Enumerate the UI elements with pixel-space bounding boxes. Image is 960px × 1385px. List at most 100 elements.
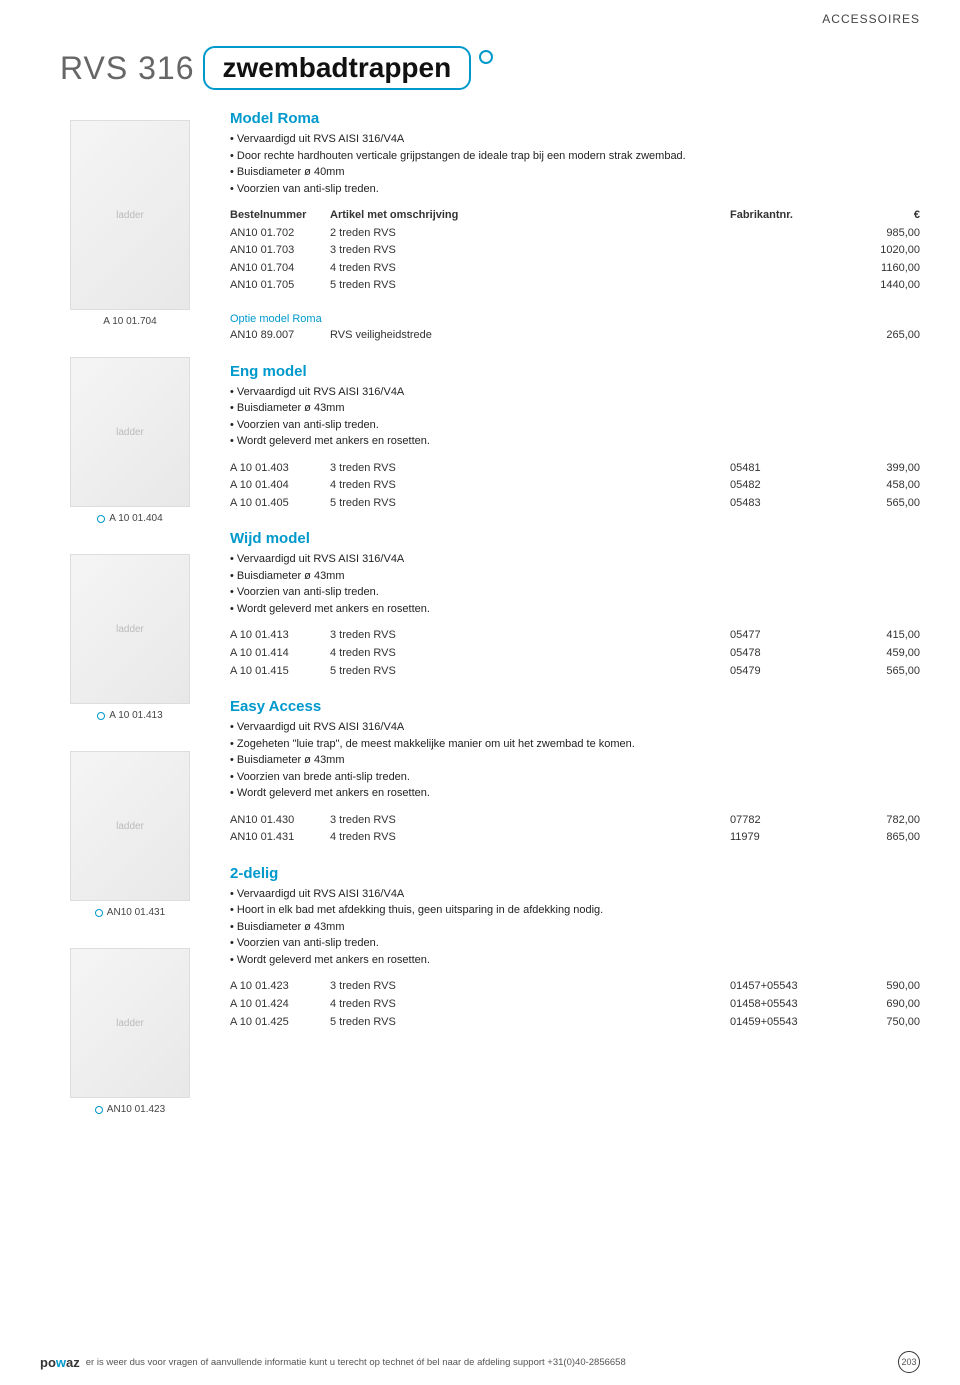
table-row: AN10 01.7044 treden RVS 1160,00 [230,260,920,278]
bullet-item: Vervaardigd uit RVS AISI 316/V4A [230,886,920,903]
table-cell: 4 treden RVS [330,260,730,278]
product-image: ladder [70,357,190,507]
product-image: ladder [70,948,190,1098]
bullet-item: Vervaardigd uit RVS AISI 316/V4A [230,551,920,568]
section-title: 2-delig [230,865,920,882]
table-cell: AN10 89.007 [230,327,330,345]
table-cell [730,277,840,295]
page-title-row: RVS 316 zwembadtrappen [0,26,960,110]
bullet-item: Buisdiameter ø 40mm [230,164,920,181]
product-image-label: AN10 01.431 [40,907,220,918]
table-cell: 985,00 [840,225,920,243]
product-table: A 10 01.4033 treden RVS05481399,00A 10 0… [230,460,920,513]
table-row: AN10 01.7055 treden RVS 1440,00 [230,277,920,295]
table-cell: A 10 01.425 [230,1014,330,1032]
footer-text: er is weer dus voor vragen of aanvullend… [86,1357,898,1368]
option-label: Optie model Roma [230,313,920,325]
table-cell: AN10 01.705 [230,277,330,295]
table-cell: 05478 [730,645,840,663]
bullet-item: Buisdiameter ø 43mm [230,752,920,769]
table-header-row: BestelnummerArtikel met omschrijvingFabr… [230,207,920,225]
table-cell: A 10 01.403 [230,460,330,478]
bullet-item: Buisdiameter ø 43mm [230,400,920,417]
bullet-item: Buisdiameter ø 43mm [230,568,920,585]
title-prefix: RVS 316 [60,50,195,87]
bullet-item: Zogeheten "luie trap", de meest makkelij… [230,736,920,753]
table-cell: 750,00 [840,1014,920,1032]
bullet-circle-icon [97,515,105,523]
product-table: BestelnummerArtikel met omschrijvingFabr… [230,207,920,295]
section-title: Wijd model [230,530,920,547]
content-column: Model Roma Vervaardigd uit RVS AISI 316/V… [220,110,920,1145]
footer-logo: powaz [40,1355,80,1370]
table-cell: 11979 [730,829,840,847]
table-cell: 07782 [730,812,840,830]
image-label-text: AN10 01.431 [107,907,165,918]
bullet-circle-icon [95,909,103,917]
product-image: ladder [70,120,190,310]
bullet-item: Hoort in elk bad met afdekking thuis, ge… [230,902,920,919]
table-cell [730,327,840,345]
bullet-item: Wordt geleverd met ankers en rosetten. [230,433,920,450]
table-cell: 4 treden RVS [330,829,730,847]
table-cell: 865,00 [840,829,920,847]
table-cell: RVS veiligheidstrede [330,327,730,345]
bullet-item: Vervaardigd uit RVS AISI 316/V4A [230,719,920,736]
section-bullets: Vervaardigd uit RVS AISI 316/V4ABuisdiam… [230,551,920,617]
table-cell [730,225,840,243]
table-cell: 265,00 [840,327,920,345]
table-cell: A 10 01.405 [230,495,330,513]
logo-part-1: po [40,1355,56,1370]
table-row: A 10 01.4144 treden RVS05478459,00 [230,645,920,663]
table-cell: A 10 01.414 [230,645,330,663]
table-cell: 5 treden RVS [330,277,730,295]
table-cell: A 10 01.404 [230,477,330,495]
table-cell: 399,00 [840,460,920,478]
image-label-text: AN10 01.423 [107,1104,165,1115]
table-header-cell: Fabrikantnr. [730,207,840,225]
section-title: Model Roma [230,110,920,127]
table-cell: 01459+05543 [730,1014,840,1032]
bullet-item: Voorzien van anti-slip treden. [230,935,920,952]
product-image: ladder [70,751,190,901]
product-table: A 10 01.4233 treden RVS01457+05543590,00… [230,978,920,1031]
category-header: ACCESSOIRES [0,0,960,26]
table-cell: 1440,00 [840,277,920,295]
image-label-text: A 10 01.404 [109,513,162,524]
table-cell: 565,00 [840,663,920,681]
table-row: AN10 01.7033 treden RVS1020,00 [230,242,920,260]
table-cell: 05477 [730,627,840,645]
bullet-item: Wordt geleverd met ankers en rosetten. [230,952,920,969]
logo-part-3: az [66,1355,80,1370]
title-main: zwembadtrappen [203,46,472,90]
table-row: AN10 01.4314 treden RVS11979865,00 [230,829,920,847]
table-cell: A 10 01.424 [230,996,330,1014]
table-cell [730,242,840,260]
table-cell: 1160,00 [840,260,920,278]
table-row: A 10 01.4255 treden RVS01459+05543750,00 [230,1014,920,1032]
table-cell: 590,00 [840,978,920,996]
product-image-label: A 10 01.413 [40,710,220,721]
table-cell: 05479 [730,663,840,681]
table-row: A 10 01.4155 treden RVS05479565,00 [230,663,920,681]
table-cell: 3 treden RVS [330,242,730,260]
table-cell: 3 treden RVS [330,460,730,478]
table-cell: 05483 [730,495,840,513]
product-image-label: A 10 01.704 [40,316,220,327]
table-cell: A 10 01.413 [230,627,330,645]
table-cell: 01458+05543 [730,996,840,1014]
table-cell: AN10 01.704 [230,260,330,278]
table-cell: A 10 01.423 [230,978,330,996]
bullet-item: Door rechte hardhouten verticale grijpst… [230,148,920,165]
logo-part-2: w [56,1355,66,1370]
section-title: Easy Access [230,698,920,715]
table-cell: 565,00 [840,495,920,513]
table-cell: 459,00 [840,645,920,663]
bullet-item: Wordt geleverd met ankers en rosetten. [230,601,920,618]
table-header-cell: € [840,207,920,225]
table-header-cell: Bestelnummer [230,207,330,225]
bullet-item: Voorzien van brede anti-slip treden. [230,769,920,786]
bullet-item: Wordt geleverd met ankers en rosetten. [230,785,920,802]
bullet-item: Voorzien van anti-slip treden. [230,181,920,198]
option-row: AN10 89.007RVS veiligheidstrede 265,00 [230,327,920,345]
